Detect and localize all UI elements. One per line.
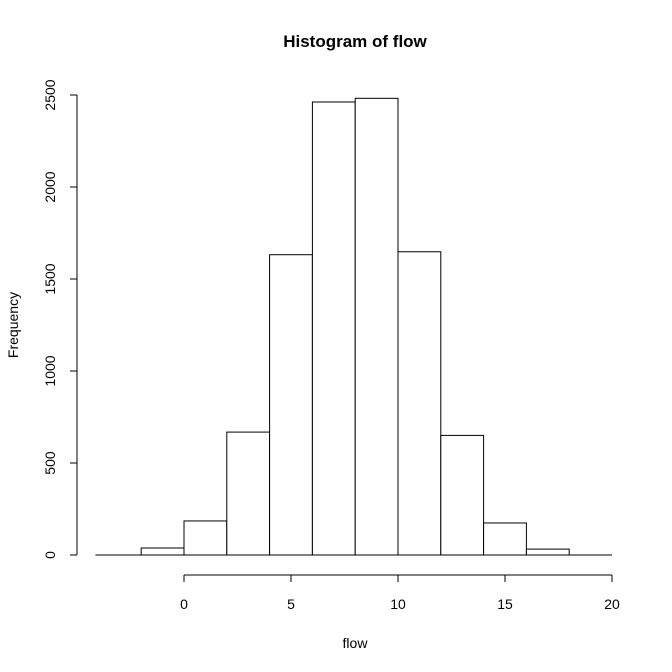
x-tick-label-0: 0 <box>180 596 188 612</box>
y-axis-label: Frequency <box>5 292 21 358</box>
y-tick-label-2000: 2000 <box>42 171 58 202</box>
histogram-bar-9 <box>525 548 570 556</box>
x-axis: 0 5 10 15 20 <box>180 574 620 612</box>
histogram-bar-4 <box>311 101 356 556</box>
y-axis: 0 500 1000 1500 2000 2500 <box>42 79 78 559</box>
histogram-bar-7 <box>440 434 485 556</box>
bars-group <box>140 97 570 556</box>
y-tick-label-2500: 2500 <box>42 79 58 110</box>
histogram-bar-0 <box>140 547 185 556</box>
y-tick-label-500: 500 <box>42 451 58 475</box>
x-tick-label-20: 20 <box>604 596 620 612</box>
x-tick-label-15: 15 <box>497 596 513 612</box>
x-tick-label-10: 10 <box>390 596 406 612</box>
histogram-bar-8 <box>483 522 527 556</box>
y-tick-label-1500: 1500 <box>42 263 58 294</box>
y-tick-label-1000: 1000 <box>42 355 58 386</box>
histogram-bar-1 <box>183 520 228 556</box>
y-tick-label-0: 0 <box>42 551 58 559</box>
histogram-bar-6 <box>397 251 442 556</box>
histogram-bar-5 <box>354 97 399 556</box>
histogram-bar-2 <box>226 431 271 556</box>
histogram-bar-3 <box>269 254 313 556</box>
chart-title: Histogram of flow <box>283 32 427 51</box>
x-axis-label: flow <box>343 635 369 651</box>
x-tick-label-5: 5 <box>287 596 295 612</box>
